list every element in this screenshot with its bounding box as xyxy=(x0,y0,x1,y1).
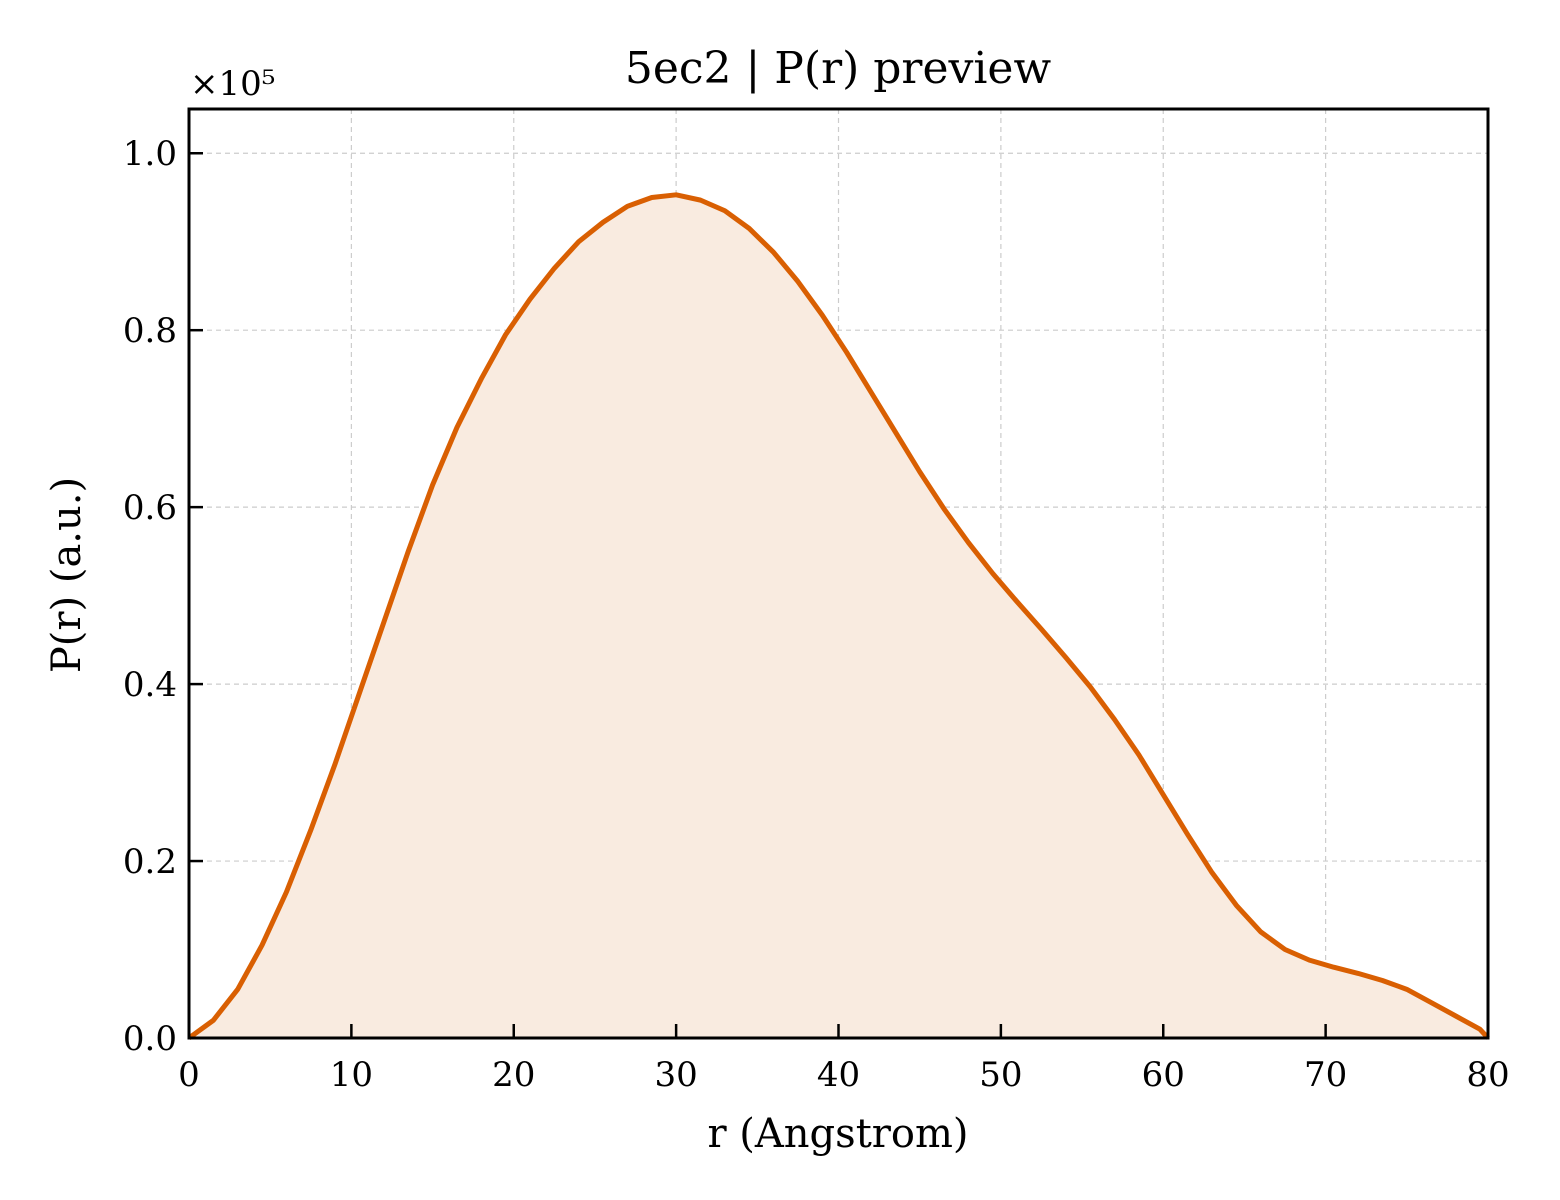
x-tick-label: 70 xyxy=(1304,1055,1347,1095)
x-tick-label: 10 xyxy=(330,1055,373,1095)
y-axis-label: P(r) (a.u.) xyxy=(44,477,90,673)
x-tick-label: 20 xyxy=(492,1055,535,1095)
x-tick-label: 40 xyxy=(817,1055,860,1095)
ticks: 0 10 20 30 40 50 60 70 80 0.0 0.2 0.4 0.6 0.8 1.0 xyxy=(123,134,1510,1095)
x-tick-label: 50 xyxy=(979,1055,1022,1095)
y-tick-label: 0.4 xyxy=(123,665,177,705)
area-fill xyxy=(189,194,1488,1038)
x-axis-label: r (Angstrom) xyxy=(707,1111,968,1157)
y-tick-label: 0.8 xyxy=(123,311,177,351)
x-tick-label: 30 xyxy=(654,1055,697,1095)
y-multiplier-label: ×10⁵ xyxy=(190,64,275,104)
y-tick-label: 0.2 xyxy=(123,842,177,882)
y-tick-label: 0.0 xyxy=(123,1019,177,1059)
x-tick-label: 0 xyxy=(178,1055,200,1095)
x-tick-label: 80 xyxy=(1466,1055,1509,1095)
y-tick-label: 0.6 xyxy=(123,488,177,528)
chart-title: 5ec2 | P(r) preview xyxy=(625,43,1052,94)
series-line xyxy=(187,192,1490,1041)
y-tick-label: 1.0 xyxy=(123,134,177,174)
x-tick-label: 60 xyxy=(1142,1055,1185,1095)
